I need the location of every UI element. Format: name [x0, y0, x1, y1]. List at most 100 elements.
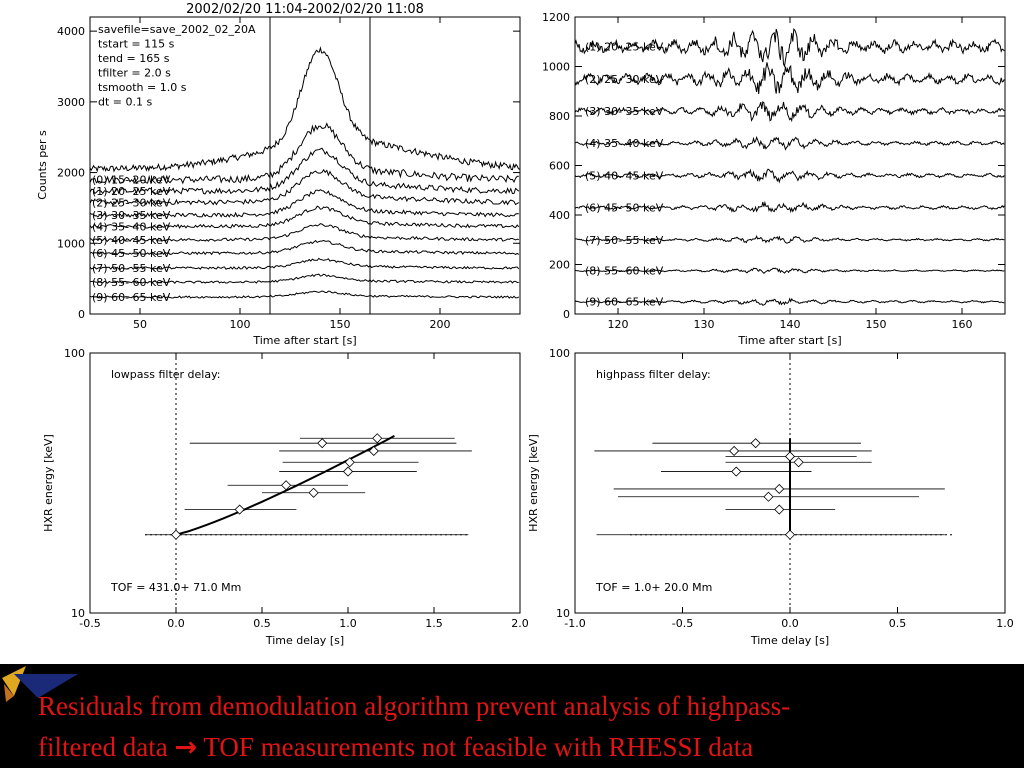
- band-label: (5) 40- 45 keV: [585, 169, 664, 182]
- highpass-title: highpass filter delay:: [596, 368, 711, 381]
- band-label: (3) 30- 35 keV: [585, 105, 664, 118]
- info-line: dt = 0.1 s: [98, 96, 152, 109]
- data-point: [763, 491, 774, 502]
- lowpass-tof-annotation: TOF = 431.0+ 71.0 Mm: [110, 581, 241, 594]
- energy-band-line: [89, 223, 519, 243]
- x-tick-label: 0.0: [167, 617, 185, 630]
- y-tick-label: 1000: [57, 237, 85, 250]
- residuals-panel: 0 200 400 600 800 1000 1200 120 130 140 150 160 Ti…: [542, 11, 1006, 347]
- residual-line: [574, 62, 1005, 94]
- x-tick-label: 150: [866, 318, 887, 331]
- x-tick-label: 130: [694, 318, 715, 331]
- info-line: tstart = 115 s: [98, 38, 175, 51]
- x-tick-label: 1.0: [996, 617, 1014, 630]
- data-point: [344, 457, 355, 468]
- y-tick-label: 1000: [542, 61, 570, 74]
- highpass-xlabel: Time delay [s]: [750, 634, 829, 647]
- band-label: (3) 30- 35 keV: [92, 209, 171, 222]
- residual-line: [574, 135, 1005, 151]
- total-counts-line: [89, 46, 520, 173]
- band-label: (2) 25- 30 keV: [585, 73, 664, 86]
- caption-line2-end: TOF measurements not feasible with RHESS…: [197, 732, 754, 762]
- x-tick-label: 1.5: [425, 617, 443, 630]
- data-point: [368, 445, 379, 457]
- x-tick-label: 200: [430, 318, 451, 331]
- x-tick-label: 50: [133, 318, 147, 331]
- y-tick-label: 600: [549, 160, 570, 173]
- y-tick-label: 4000: [57, 25, 85, 38]
- data-point: [784, 451, 796, 462]
- x-tick-label: 150: [330, 318, 351, 331]
- energy-band-line: [89, 273, 519, 284]
- residual-line: [574, 297, 1005, 306]
- band-label: (7) 50- 55 keV: [585, 234, 664, 247]
- x-tick-label: 0.5: [253, 617, 271, 630]
- info-line: tsmooth = 1.0 s: [98, 81, 187, 94]
- band-label: (8) 55- 60 keV: [585, 265, 664, 278]
- y-tick-label: 1200: [542, 11, 570, 24]
- energy-band-line: [89, 290, 520, 299]
- lowpass-ylabel: HXR energy [keV]: [42, 434, 55, 532]
- data-point: [731, 466, 742, 477]
- energy-band-line: [89, 122, 519, 185]
- arrow-right-icon: →: [174, 732, 198, 763]
- energy-band-line: [89, 257, 520, 270]
- data-point: [170, 529, 182, 540]
- band-label: (4) 35- 40 keV: [585, 137, 664, 150]
- x-tick-label: -0.5: [79, 617, 100, 630]
- x-tick-label: 100: [230, 318, 251, 331]
- caption-line2-start: filtered data: [38, 732, 175, 762]
- info-line: savefile=save_2002_02_20A: [98, 23, 256, 36]
- band-label: (6) 45- 50 keV: [92, 247, 171, 260]
- energy-band-line: [89, 168, 520, 206]
- caption-line1: Residuals from demodulation algorithm pr…: [38, 691, 791, 721]
- energy-band-line: [89, 239, 520, 256]
- residual-line: [574, 100, 1005, 123]
- x-tick-label: 1.0: [339, 617, 357, 630]
- data-point: [317, 438, 328, 449]
- x-tick-label: 120: [608, 318, 629, 331]
- y-tick-label: 100: [64, 347, 85, 360]
- caption-text: Residuals from demodulation algorithm pr…: [38, 686, 1018, 768]
- band-label: (7) 50- 55 keV: [92, 262, 171, 275]
- x-tick-label: 2.0: [511, 617, 529, 630]
- residual-line: [574, 168, 1005, 184]
- residual-line: [574, 28, 1005, 68]
- data-point: [774, 483, 785, 495]
- x-tick-label: 140: [780, 318, 801, 331]
- y-tick-label: 800: [549, 110, 570, 123]
- data-point: [774, 504, 785, 515]
- band-label: (1) 20- 25 keV: [585, 41, 664, 54]
- band-label: (5) 40- 45 keV: [92, 234, 171, 247]
- lowpass-frame: [89, 352, 521, 614]
- x-tick-label: 160: [952, 318, 973, 331]
- lowpass-title: lowpass filter delay:: [111, 368, 221, 381]
- data-point: [750, 438, 761, 449]
- x-tick-label: 0.0: [781, 617, 799, 630]
- data-point: [372, 433, 383, 444]
- y-tick-label: 0: [563, 308, 570, 321]
- energy-band-line: [89, 189, 519, 218]
- highpass-ylabel: HXR energy [keV]: [527, 434, 540, 532]
- lightcurves-frame: [89, 16, 521, 315]
- y-tick-label: 100: [549, 347, 570, 360]
- caption-bar: Residuals from demodulation algorithm pr…: [0, 664, 1024, 768]
- info-line: tfilter = 2.0 s: [98, 67, 171, 80]
- lightcurves-ylabel: Counts per s: [36, 130, 49, 200]
- highpass-panel: 10 100 -1.0 -0.5 0.0 0.5 1.0 HXR energy [keV]…: [527, 347, 1014, 647]
- band-label: (8) 55- 60 keV: [92, 276, 171, 289]
- data-point: [793, 457, 804, 468]
- fit-line: [175, 435, 395, 536]
- x-tick-label: -1.0: [564, 617, 585, 630]
- band-label: (6) 45- 50 keV: [585, 202, 664, 215]
- residuals-xlabel: Time after start [s]: [737, 334, 841, 347]
- band-label: (4) 35- 40 keV: [92, 220, 171, 233]
- band-label: (1) 20- 25 keV: [92, 185, 171, 198]
- data-point: [234, 504, 245, 515]
- logo-icon: [2, 666, 78, 702]
- lowpass-xlabel: Time delay [s]: [265, 634, 344, 647]
- x-tick-label: -0.5: [672, 617, 693, 630]
- y-tick-label: 0: [78, 308, 85, 321]
- residual-line: [574, 200, 1005, 214]
- residual-line: [574, 267, 1005, 274]
